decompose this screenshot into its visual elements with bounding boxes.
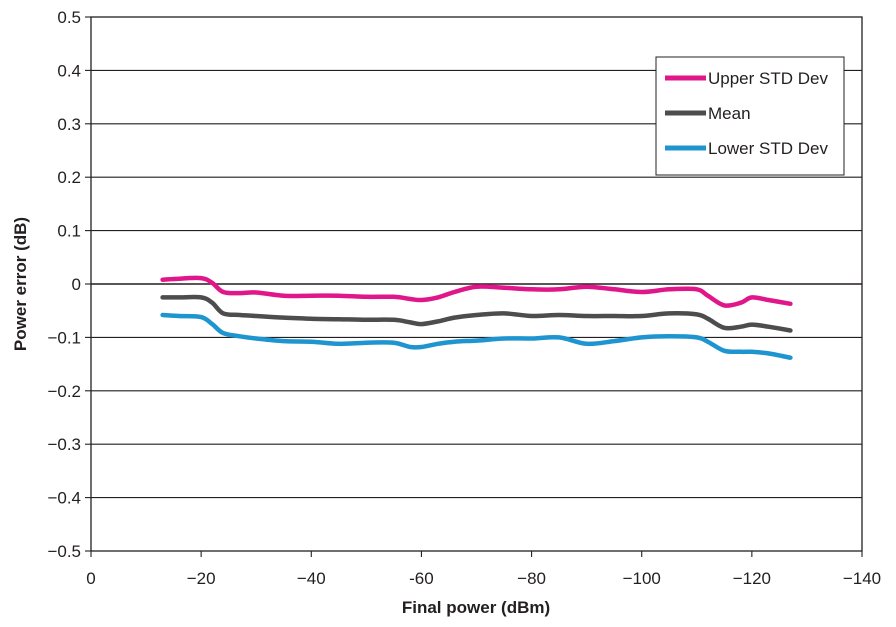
y-tick-label: 0 [72, 275, 81, 294]
x-tick-label: −100 [623, 569, 661, 588]
y-tick-label: −0.5 [47, 542, 81, 561]
y-tick-label: 0.1 [57, 222, 81, 241]
y-tick-label: 0.4 [57, 61, 81, 80]
y-tick-label: −0.2 [47, 382, 81, 401]
x-axis: 0 −20 −40 -60 −80 −100 −120 −140 [86, 551, 881, 588]
x-tick-label: −40 [297, 569, 326, 588]
legend-label-mean: Mean [708, 104, 751, 123]
x-tick-label: −140 [843, 569, 881, 588]
legend-label-lower-std-dev: Lower STD Dev [708, 139, 828, 158]
legend-label-upper-std-dev: Upper STD Dev [708, 69, 828, 88]
y-axis-title: Power error (dB) [11, 217, 30, 351]
x-tick-label: −120 [733, 569, 771, 588]
y-tick-label: 0.3 [57, 115, 81, 134]
gridlines [91, 69, 862, 499]
series-lines [160, 275, 793, 360]
y-tick-label: 0.2 [57, 168, 81, 187]
y-tick-label: −0.4 [47, 489, 81, 508]
y-tick-label: −0.3 [47, 435, 81, 454]
x-tick-label: −20 [187, 569, 216, 588]
x-tick-label: −80 [517, 569, 546, 588]
series-line-mean [160, 294, 793, 333]
series-line-lower-std-dev [160, 312, 793, 360]
y-tick-label: −0.1 [47, 328, 81, 347]
x-axis-title: Final power (dBm) [402, 598, 550, 617]
series-line-upper-std-dev [160, 275, 793, 308]
x-tick-label: 0 [86, 569, 95, 588]
x-tick-label: -60 [409, 569, 434, 588]
y-axis: 0.5 0.4 0.3 0.2 0.1 0 −0.1 −0.2 −0.3 −0.4 −0.5 [47, 8, 91, 561]
y-tick-label: 0.5 [57, 8, 81, 27]
legend: Upper STD Dev Mean Lower STD Dev [655, 56, 845, 176]
